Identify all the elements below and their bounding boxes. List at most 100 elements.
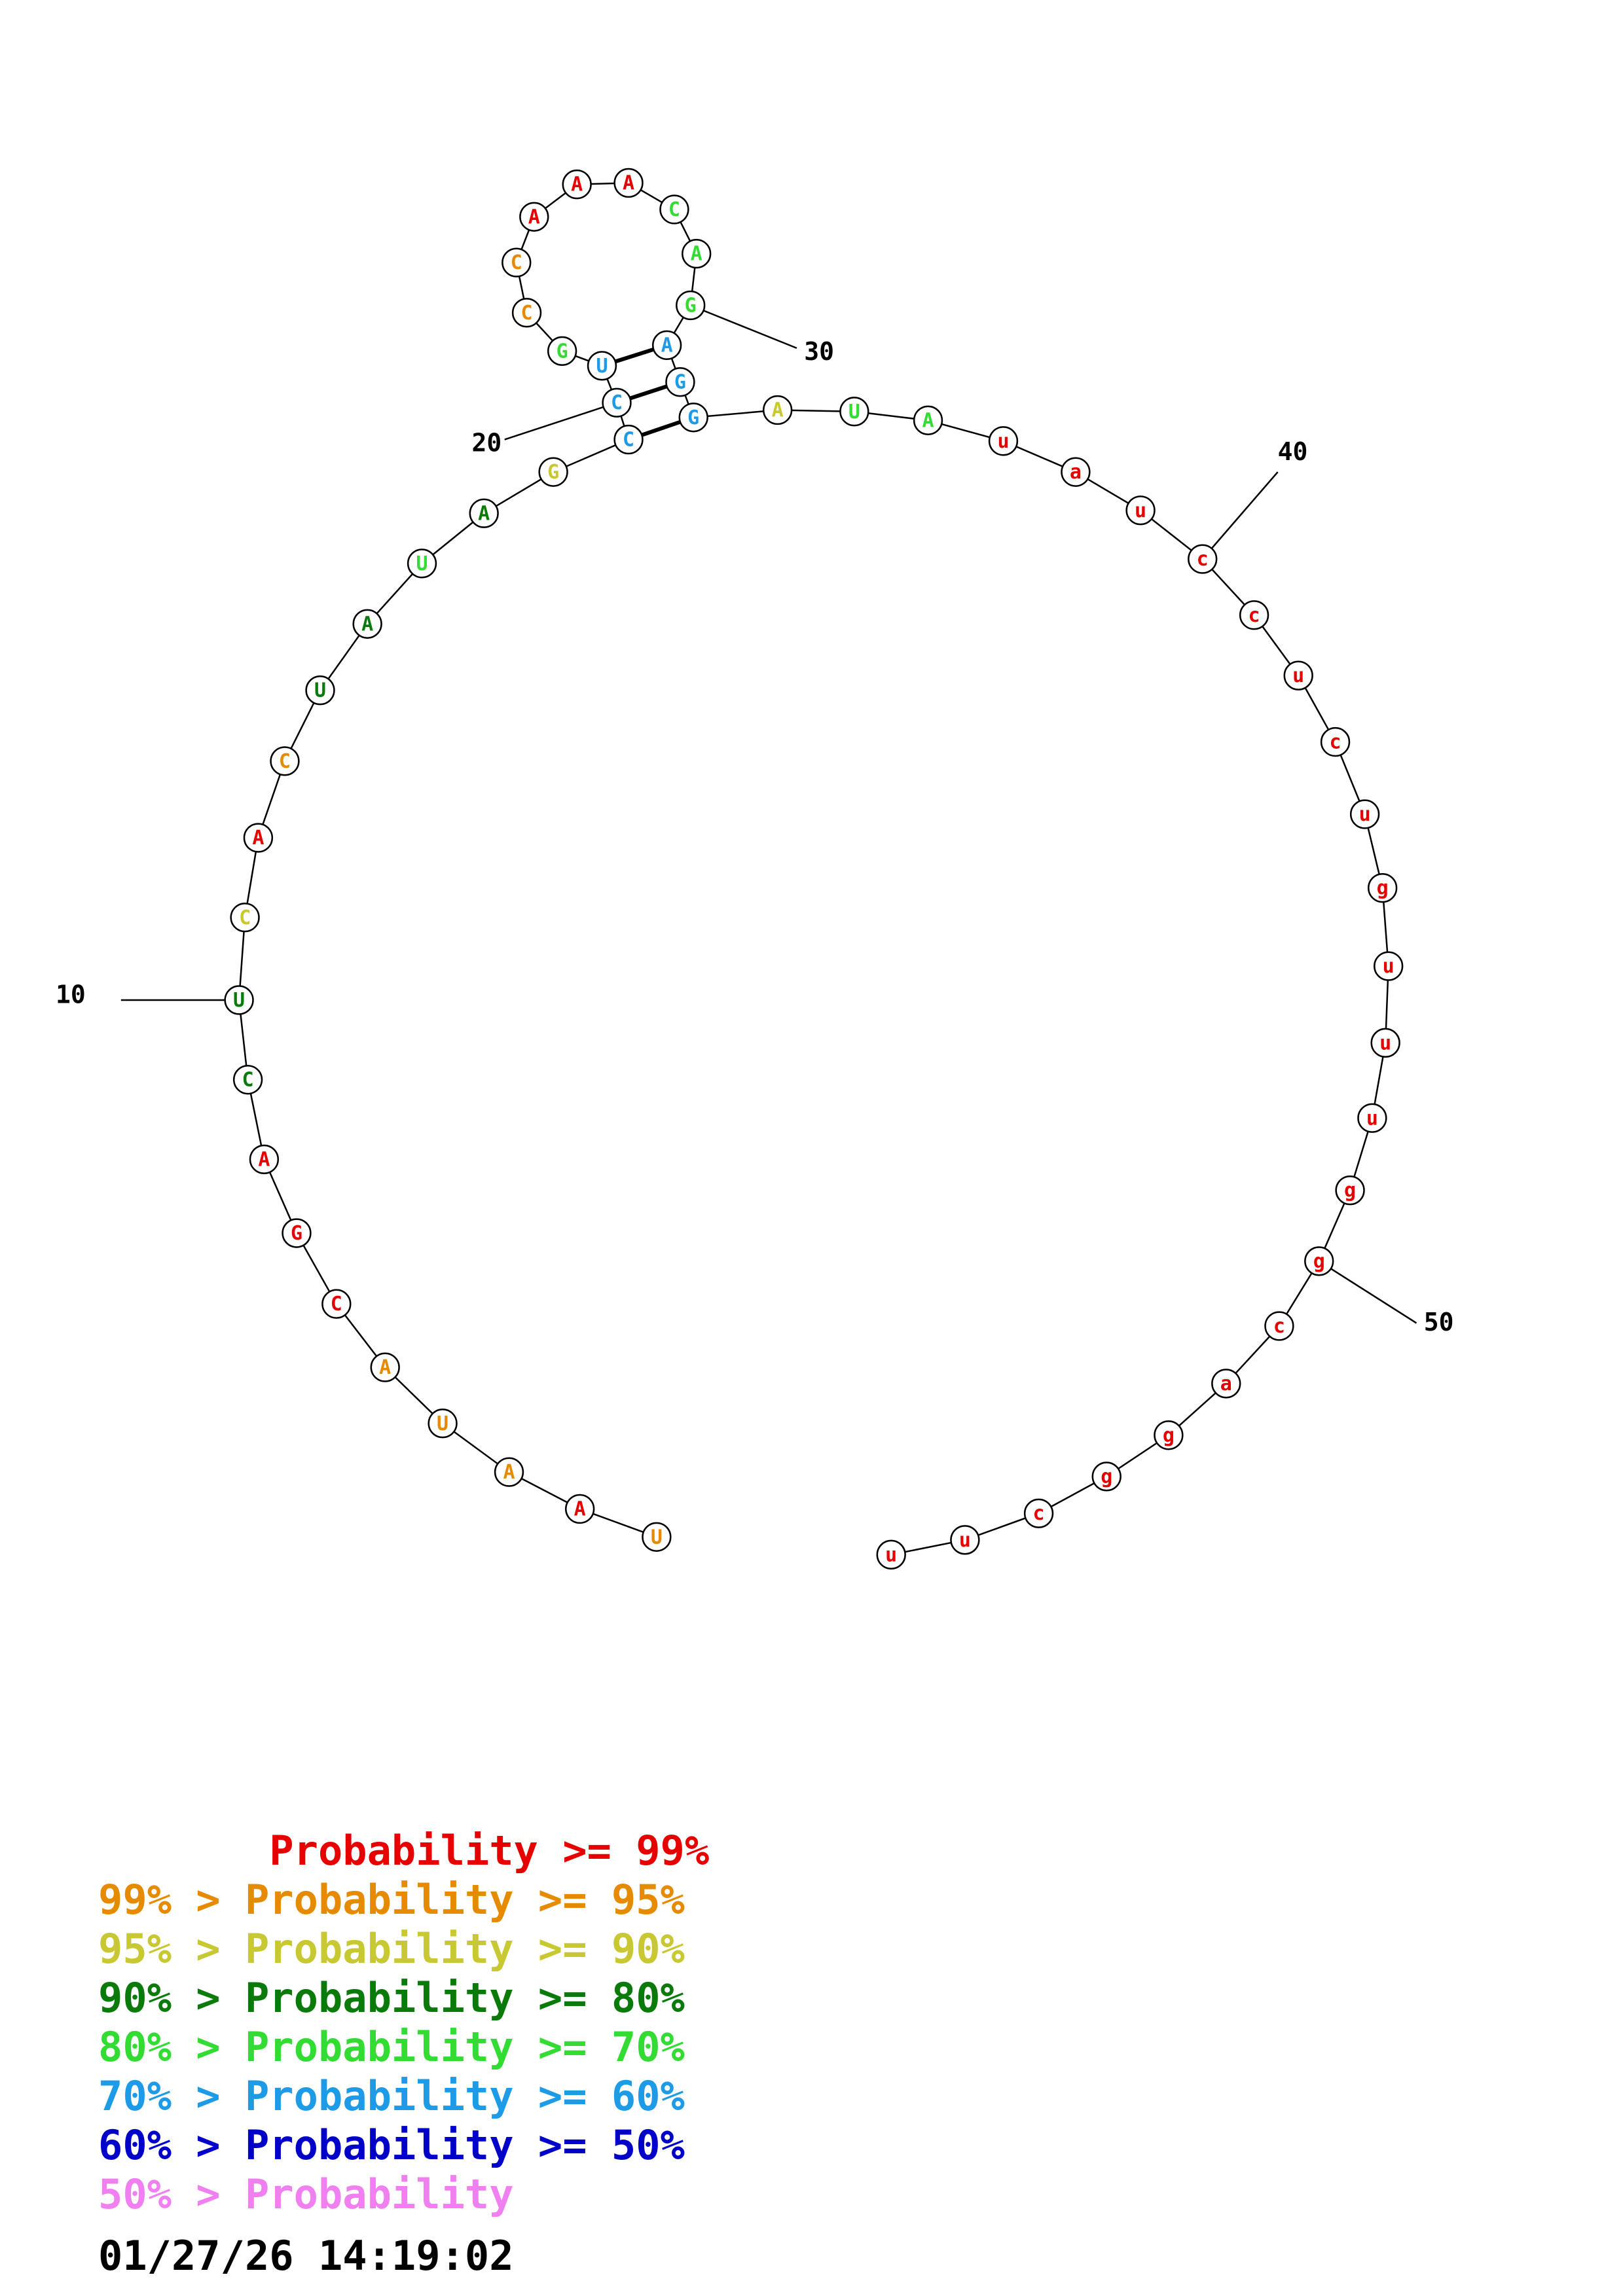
nucleotide: A xyxy=(370,1352,400,1382)
nucleotide-circle xyxy=(224,985,254,1015)
nucleotide-base: G xyxy=(685,295,697,317)
nucleotide: C xyxy=(232,1065,263,1095)
nucleotide: g xyxy=(1367,873,1398,903)
nucleotide-circle xyxy=(613,424,644,455)
nucleotide-base: A xyxy=(503,1461,515,1484)
legend-entry: 70% > Probability >= 60% xyxy=(98,2072,685,2120)
nucleotide-circle xyxy=(1239,600,1269,630)
nucleotide-circle xyxy=(321,1289,352,1319)
nucleotide-circle xyxy=(642,1522,672,1552)
nucleotide-base: A xyxy=(258,1148,270,1171)
nucleotide: c xyxy=(1239,600,1269,630)
nucleotide-base: C xyxy=(279,750,291,773)
nucleotide-base: C xyxy=(623,429,634,452)
nucleotide: U xyxy=(305,675,335,706)
index-label: 40 xyxy=(1278,437,1308,466)
index-label: 50 xyxy=(1424,1308,1454,1336)
nucleotide-base: g xyxy=(1101,1465,1112,1488)
nucleotide-circle xyxy=(511,298,542,328)
nucleotide: a xyxy=(1061,457,1091,487)
nucleotide: G xyxy=(282,1218,312,1248)
nucleotide-base: c xyxy=(1249,604,1260,627)
index-tick-line xyxy=(1319,1260,1417,1324)
nucleotide-circle xyxy=(682,238,712,269)
nucleotide-base: G xyxy=(674,371,686,394)
nucleotide-circle xyxy=(651,330,682,361)
index-tick-line xyxy=(690,304,797,350)
nucleotide: A xyxy=(243,823,274,853)
nucleotide-base: g xyxy=(1344,1179,1356,1202)
nucleotide-circle xyxy=(270,746,300,776)
nucleotide-base: U xyxy=(233,989,245,1012)
nucleotide-base: A xyxy=(252,827,264,850)
nucleotide: C xyxy=(321,1289,352,1319)
nucleotide: u xyxy=(1370,1028,1400,1058)
legend-entry: 95% > Probability >= 90% xyxy=(98,1925,685,1973)
nucleotide-base: u xyxy=(1135,499,1146,522)
nucleotide-circle xyxy=(407,548,437,579)
nucleotide-circle xyxy=(1091,1462,1122,1492)
nucleotide: A xyxy=(763,395,793,425)
nucleotide: G xyxy=(676,290,706,321)
nucleotide: C xyxy=(613,424,644,455)
nucleotide-circle xyxy=(501,247,532,278)
probability-legend: Probability >= 99% 99% > Probability >= 9… xyxy=(98,1826,709,2219)
nucleotide: C xyxy=(501,247,532,278)
nucleotide: G xyxy=(538,457,568,487)
nucleotide-base: c xyxy=(1033,1502,1045,1525)
nucleotide-circle xyxy=(562,170,592,200)
nucleotide-circle xyxy=(305,675,335,706)
nucleotide-circle xyxy=(1349,799,1380,829)
nucleotide-base: C xyxy=(511,251,522,274)
legend-entry: Probability >= 99% xyxy=(98,1827,710,1874)
nucleotide-circle xyxy=(613,168,644,198)
nucleotide-base: U xyxy=(848,401,860,423)
nucleotide: C xyxy=(659,194,689,224)
nucleotide: G xyxy=(678,403,708,433)
backbone-layer xyxy=(238,182,1389,1556)
nucleotide: A xyxy=(469,498,499,528)
nucleotide: c xyxy=(1320,726,1351,757)
nucleotide-circle xyxy=(1125,495,1156,526)
nucleotide-circle xyxy=(469,498,499,528)
nucleotide-circle xyxy=(428,1408,458,1439)
nucleotide-base: A xyxy=(772,399,784,422)
nucleotide: U xyxy=(642,1522,672,1552)
nucleotide-circle xyxy=(602,387,632,418)
nucleotide-circle xyxy=(913,405,943,435)
nucleotide: u xyxy=(1125,495,1156,526)
nucleotide-base: c xyxy=(1273,1315,1285,1338)
nucleotide-base: G xyxy=(556,340,568,363)
nucleotide-base: a xyxy=(1070,461,1082,484)
nucleotide: A xyxy=(352,609,382,639)
nucleotide-base: G xyxy=(547,461,559,484)
nucleotide: U xyxy=(407,548,437,579)
nucleotide-circle xyxy=(587,351,617,381)
nucleotide-circle xyxy=(1283,660,1313,691)
nucleotide-circle xyxy=(665,367,695,397)
nucleotide-base: A xyxy=(574,1498,586,1520)
nucleotide-circle xyxy=(1154,1420,1184,1450)
nucleotide-base: u xyxy=(1366,1107,1378,1130)
nucleotide: C xyxy=(270,746,300,776)
nucleotide: c xyxy=(1264,1311,1294,1341)
index-label: 30 xyxy=(804,337,834,366)
nucleotide-circle xyxy=(839,397,869,427)
nucleotide-circle xyxy=(230,903,260,933)
nucleotide: G xyxy=(547,336,577,367)
nucleotide-circle xyxy=(950,1525,980,1555)
nucleotide-base: g xyxy=(1377,877,1389,900)
nucleotide-base: C xyxy=(611,391,623,414)
legend-entry: 90% > Probability >= 80% xyxy=(98,1974,685,2022)
nucleotide: c xyxy=(1023,1498,1054,1528)
nucleotide: A xyxy=(565,1494,595,1524)
nucleotide: A xyxy=(682,238,712,269)
nucleotide-base: C xyxy=(242,1069,254,1092)
nucleotide-base: U xyxy=(314,679,326,702)
nucleotide-base: A xyxy=(571,173,583,196)
nucleotide-base: G xyxy=(687,406,699,429)
nucleotide-circle xyxy=(370,1352,400,1382)
nucleotide: g xyxy=(1304,1246,1334,1276)
